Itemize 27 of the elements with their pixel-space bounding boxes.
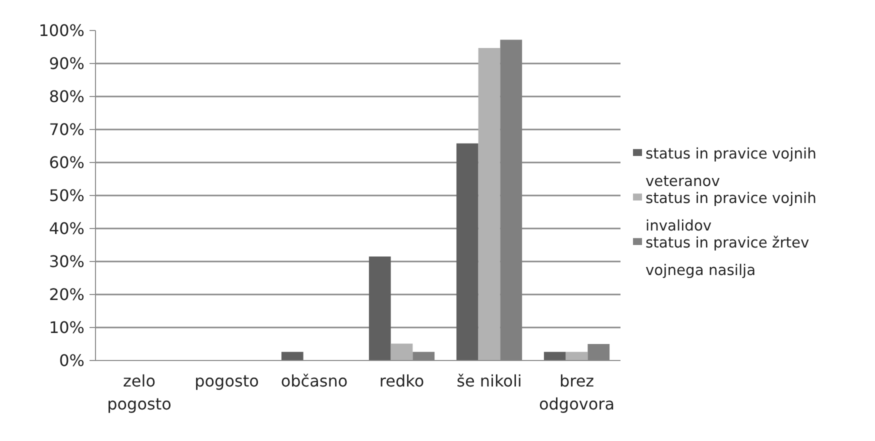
legend-label: status in pravice vojnih invalidov <box>646 190 816 234</box>
y-tick-label: 60% <box>48 153 84 172</box>
x-tick-label: še nikoli <box>456 372 522 390</box>
bar <box>368 256 391 360</box>
bar <box>281 352 304 360</box>
x-tick-label: zelo pogosto <box>107 372 172 414</box>
x-tick-label: občasno <box>280 372 348 390</box>
x-tick-label: pogosto <box>194 372 259 390</box>
y-tick-label: 0% <box>59 351 85 370</box>
y-tick-label: 70% <box>48 120 84 139</box>
y-tick-label: 20% <box>48 285 84 304</box>
x-tick-label: brez odgovora <box>538 372 615 414</box>
bar <box>456 143 478 360</box>
legend-label: status in pravice žrtev vojnega nasilja <box>646 234 810 279</box>
bar <box>566 352 588 360</box>
y-tick-label: 10% <box>48 318 84 337</box>
y-tick-label: 80% <box>48 87 84 106</box>
x-tick-label: redko <box>379 372 424 390</box>
bar <box>544 352 566 360</box>
legend-label: status in pravice vojnih veteranov <box>646 146 816 190</box>
y-tick-label: 90% <box>48 54 84 73</box>
y-tick-label: 50% <box>48 186 84 205</box>
y-tick-label: 30% <box>48 252 84 271</box>
bar <box>390 344 413 360</box>
y-tick-label: 40% <box>48 219 84 238</box>
y-tick-label: 100% <box>38 21 85 40</box>
bar <box>478 48 500 360</box>
